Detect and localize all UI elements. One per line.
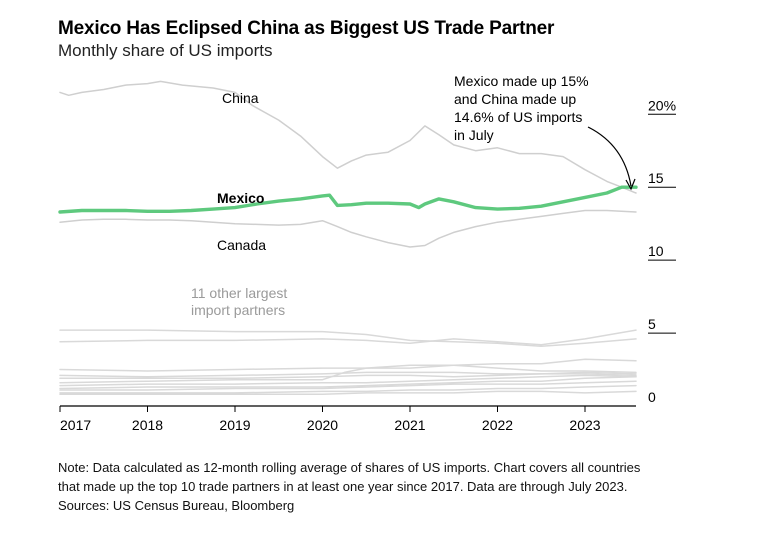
annotation-arrow	[587, 126, 632, 187]
y-ticks-group: 0 5 10 15 20%	[648, 97, 676, 405]
chart-title: Mexico Has Eclipsed China as Biggest US …	[58, 18, 555, 39]
y-tick-label-15: 15	[648, 170, 664, 186]
series-line-other-8	[59, 376, 637, 390]
annotation-line-4: in July	[454, 127, 494, 143]
note-line-2: that made up the top 10 trade partners i…	[58, 479, 628, 494]
x-tick-label-2018: 2018	[132, 417, 163, 433]
series-label-canada: Canada	[217, 237, 266, 253]
series-line-mexico	[58, 185, 638, 214]
note-line-3: Sources: US Census Bureau, Bloomberg	[58, 498, 295, 513]
x-ticks-group: 2017 2018 2019 2020 2021 2022 2023	[59, 406, 601, 433]
series-group	[58, 80, 638, 396]
annotation-line-3: 14.6% of US imports	[454, 109, 582, 125]
note-line-1: Note: Data calculated as 12-month rollin…	[58, 460, 641, 475]
annotation-arrow-head	[625, 178, 636, 191]
series-line-other-2	[59, 329, 637, 346]
y-tick-label-0: 0	[648, 389, 656, 405]
series-line-china	[59, 80, 637, 194]
series-label-china: China	[222, 90, 259, 106]
annotation-line-1: Mexico made up 15%	[454, 73, 589, 89]
x-tick-label-2019: 2019	[219, 417, 250, 433]
series-label-mexico: Mexico	[217, 190, 264, 206]
y-tick-label-20: 20%	[648, 97, 676, 113]
series-line-other-7	[59, 374, 637, 387]
series-line-other-6	[59, 371, 637, 380]
chart-notes: Note: Data calculated as 12-month rollin…	[58, 458, 698, 515]
annotation-line-2: and China made up	[454, 91, 576, 107]
annotation: Mexico made up 15% and China made up 14.…	[454, 73, 636, 191]
x-tick-label-2020: 2020	[307, 417, 338, 433]
series-line-other-9	[59, 380, 637, 391]
x-tick-label-2017: 2017	[60, 417, 91, 433]
y-tick-label-5: 5	[648, 316, 656, 332]
series-label-others-line2: import partners	[191, 302, 285, 318]
series-line-other-5	[59, 364, 637, 384]
series-line-other-11	[59, 390, 637, 396]
series-line-other-10	[59, 384, 637, 394]
y-tick-label-10: 10	[648, 243, 664, 259]
series-label-others-line1: 11 other largest	[191, 285, 287, 301]
series-line-canada	[59, 209, 637, 248]
series-line-other-1	[59, 329, 637, 347]
series-line-other-3	[59, 358, 637, 372]
x-tick-label-2023: 2023	[569, 417, 600, 433]
x-tick-label-2021: 2021	[394, 417, 425, 433]
x-tick-label-2022: 2022	[482, 417, 513, 433]
chart-subtitle: Monthly share of US imports	[58, 41, 273, 60]
